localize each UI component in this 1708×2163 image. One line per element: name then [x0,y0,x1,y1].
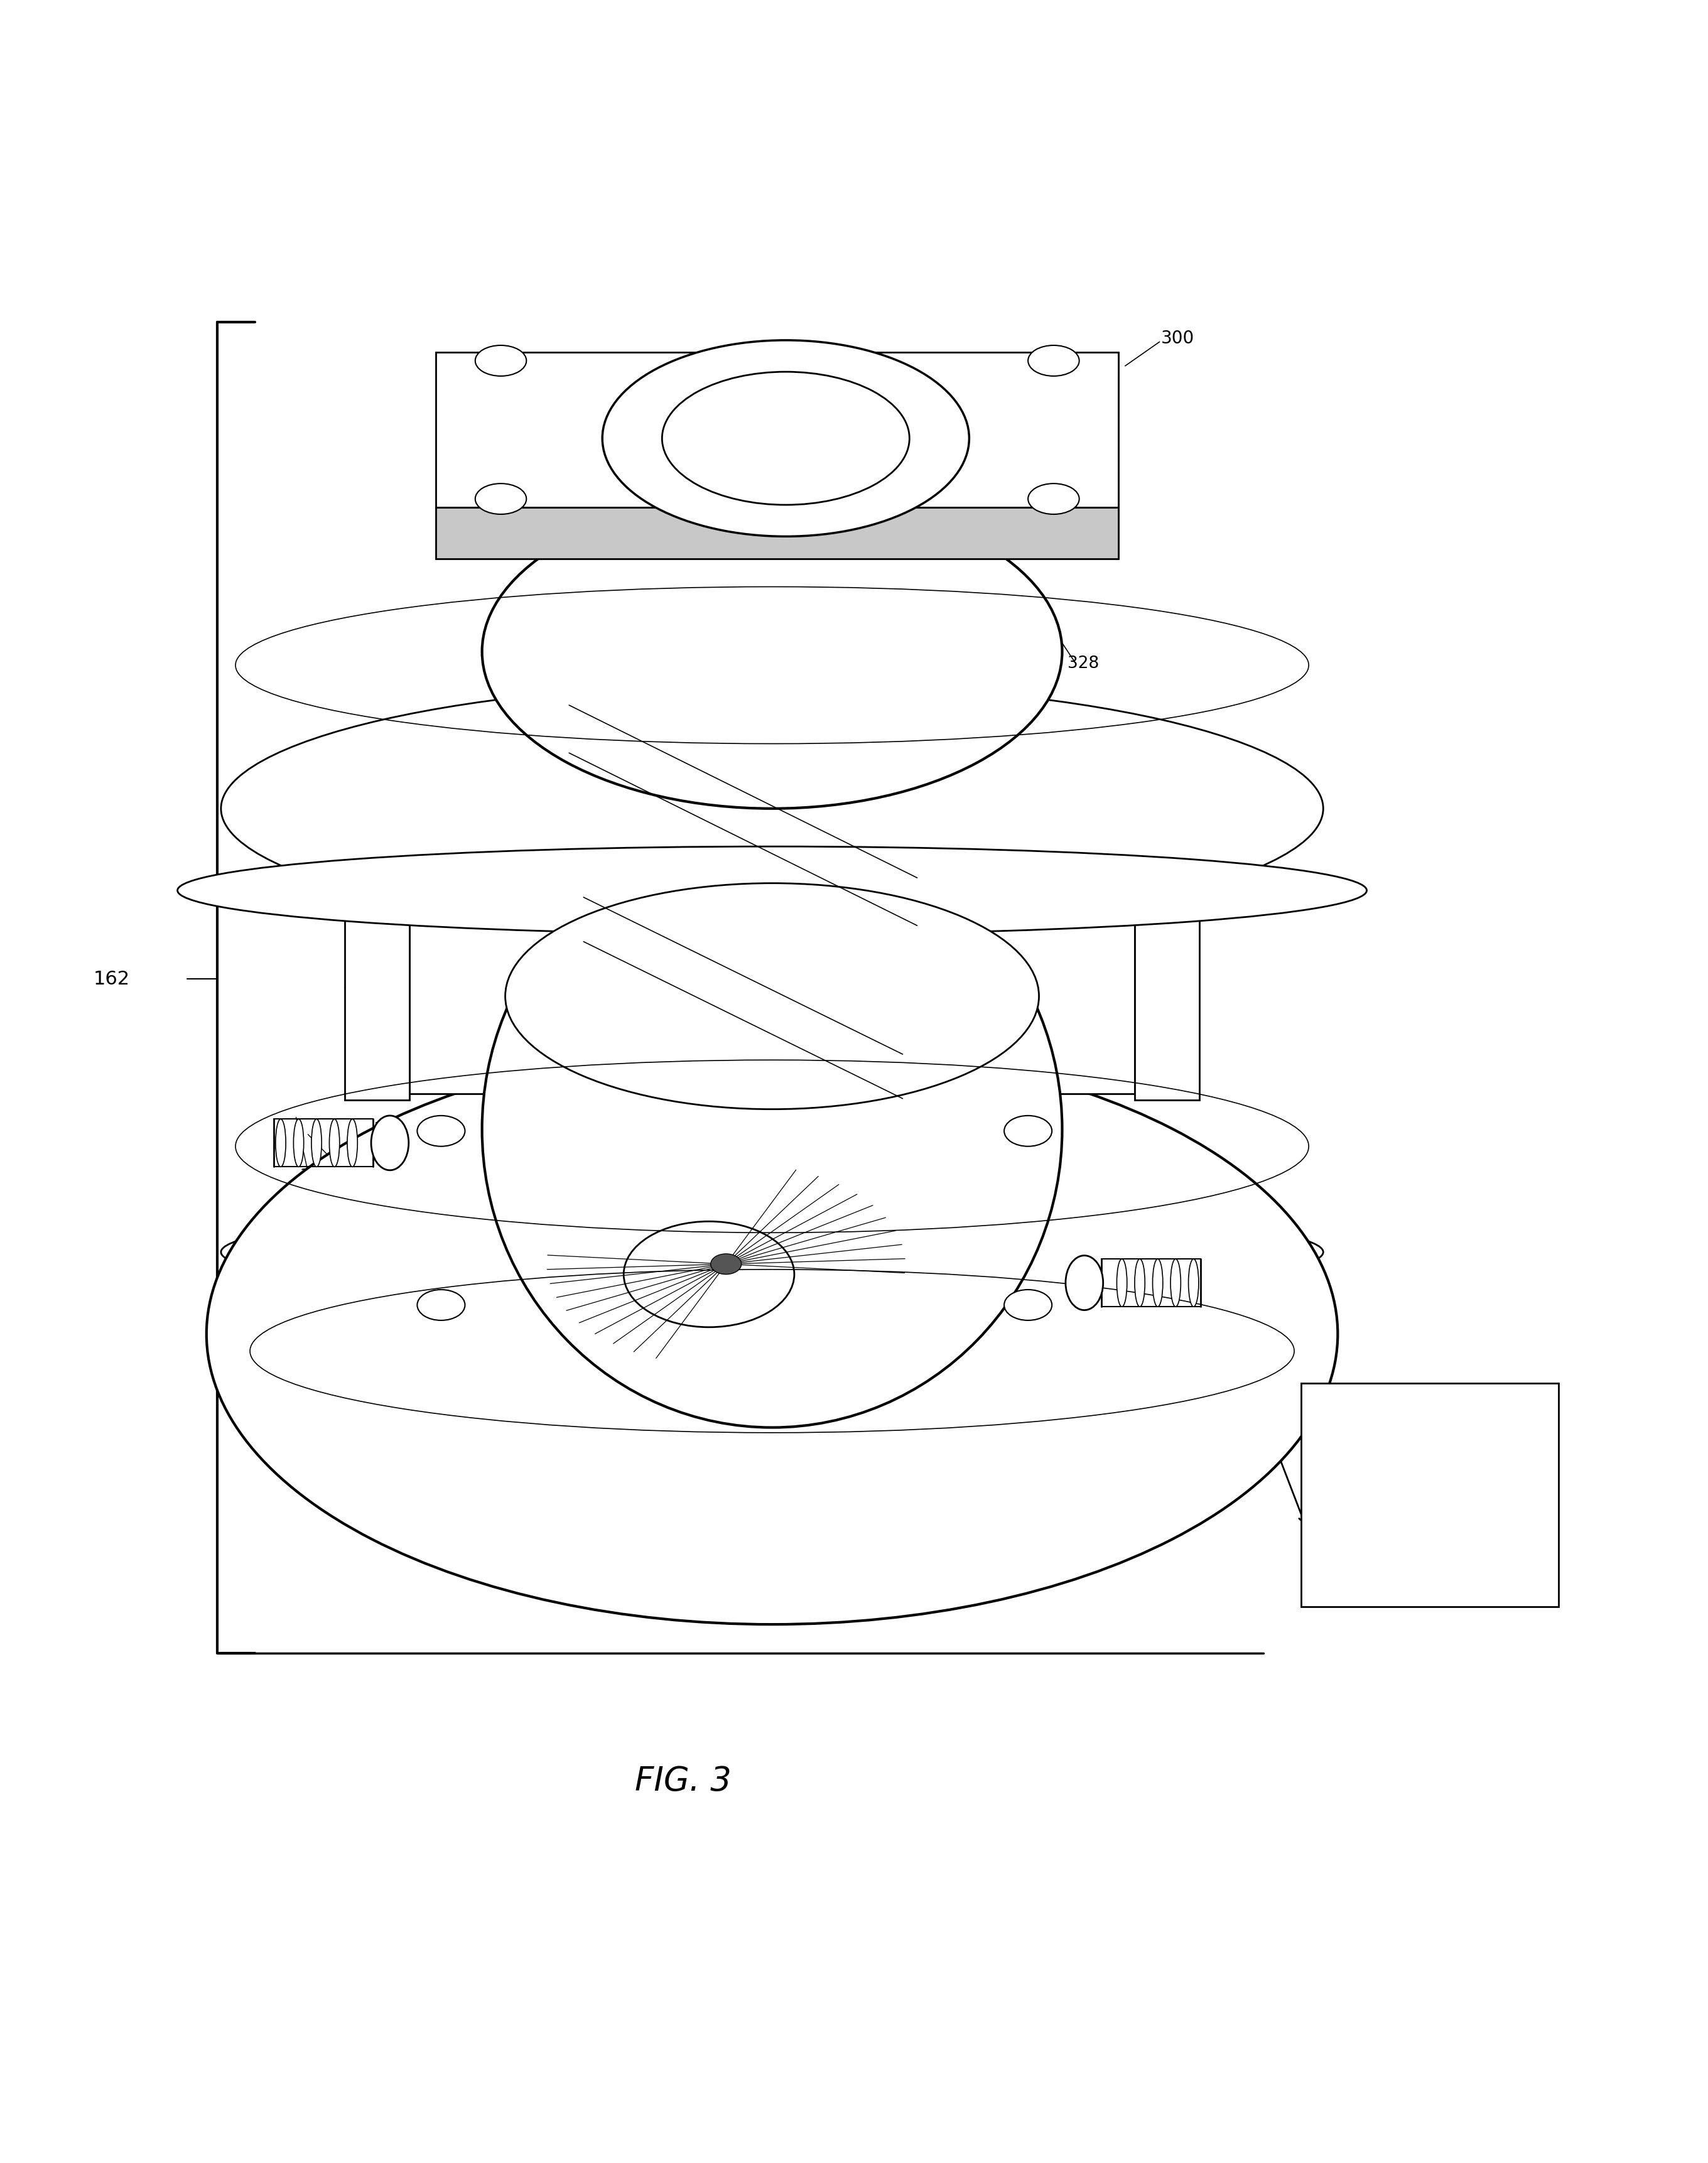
Text: 320: 320 [666,361,700,379]
Text: 318: 318 [564,1270,594,1285]
Text: MAIN
CMP
SLURRY
LINE: MAIN CMP SLURRY LINE [1402,1436,1459,1503]
Text: 324: 324 [837,1213,868,1229]
Text: 354: 354 [683,1300,714,1315]
Text: 338: 338 [413,885,444,902]
Text: 342: 342 [709,1432,740,1447]
Text: FIG. 3: FIG. 3 [635,1765,731,1797]
Text: 328: 328 [1068,655,1098,673]
Text: 316: 316 [359,1235,389,1250]
Text: 308: 308 [265,1203,295,1218]
Text: 334: 334 [1068,725,1098,740]
Ellipse shape [1004,1116,1052,1146]
Ellipse shape [371,1116,408,1170]
Ellipse shape [1117,1259,1127,1306]
FancyBboxPatch shape [1301,1384,1559,1607]
Ellipse shape [1004,1289,1052,1319]
Polygon shape [1134,893,1199,1099]
Ellipse shape [663,372,909,504]
Ellipse shape [475,485,526,515]
Ellipse shape [294,1118,304,1166]
Ellipse shape [207,1043,1337,1624]
Ellipse shape [447,1073,1004,1415]
Ellipse shape [417,1289,465,1319]
Text: 332: 332 [1068,945,1098,963]
Ellipse shape [1028,485,1079,515]
Ellipse shape [482,495,1062,809]
Ellipse shape [1153,1259,1163,1306]
Ellipse shape [311,1118,321,1166]
Text: 356: 356 [478,1194,509,1209]
Text: 340: 340 [359,1304,389,1319]
Text: 303: 303 [1102,1467,1131,1482]
Ellipse shape [1189,1259,1199,1306]
Text: 162: 162 [94,969,130,988]
Text: 338: 338 [453,885,485,902]
Ellipse shape [417,1116,465,1146]
Text: 346: 346 [1068,757,1098,774]
Text: 322: 322 [871,1194,902,1209]
Ellipse shape [178,846,1366,934]
Text: 300: 300 [1161,329,1194,348]
Ellipse shape [603,340,968,536]
Text: 310: 310 [299,1168,330,1183]
Polygon shape [436,508,1119,558]
Ellipse shape [482,668,1062,839]
Ellipse shape [275,1118,285,1166]
Ellipse shape [506,883,1038,1110]
Polygon shape [410,900,1134,1094]
Text: 344: 344 [1068,997,1098,1012]
Ellipse shape [711,1255,741,1274]
Ellipse shape [1134,1259,1144,1306]
Ellipse shape [1066,1255,1103,1311]
Ellipse shape [482,831,1062,1428]
Ellipse shape [529,1142,922,1374]
Ellipse shape [475,346,526,376]
Ellipse shape [220,684,1324,934]
Text: 358: 358 [427,1235,458,1250]
Ellipse shape [1170,1259,1180,1306]
Text: 330: 330 [931,1213,960,1229]
Text: 302: 302 [1187,1200,1218,1218]
Ellipse shape [1028,346,1079,376]
Text: 352: 352 [606,1300,637,1315]
Text: 314: 314 [914,1300,945,1315]
Ellipse shape [220,1205,1324,1300]
Polygon shape [436,353,1119,508]
Text: 340: 340 [410,1423,441,1438]
Polygon shape [376,1313,1093,1475]
Text: 348: 348 [1196,1467,1225,1482]
Ellipse shape [347,1118,357,1166]
Polygon shape [376,1123,1093,1313]
Text: 336: 336 [1068,826,1098,841]
Text: 326: 326 [1068,1047,1098,1064]
Polygon shape [345,893,410,1099]
Text: 312: 312 [418,1177,449,1192]
Text: 350: 350 [248,1339,278,1354]
Text: 306: 306 [734,1475,765,1490]
Ellipse shape [330,1118,340,1166]
Text: 304: 304 [1416,1564,1443,1579]
